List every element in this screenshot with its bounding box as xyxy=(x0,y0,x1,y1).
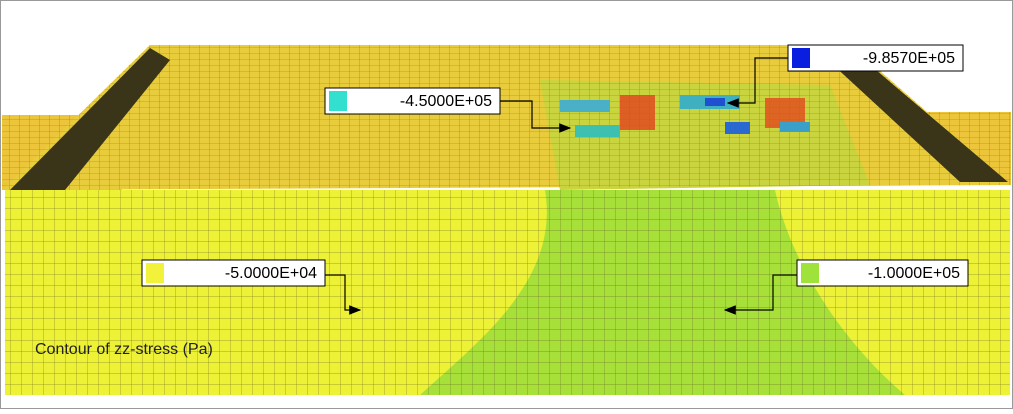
label-text: -5.0000E+04 xyxy=(225,265,317,282)
label-swatch xyxy=(146,263,164,283)
label-swatch xyxy=(792,48,810,68)
caption: Contour of zz-stress (Pa) xyxy=(35,341,213,358)
label-swatch xyxy=(329,91,347,111)
label-text: -4.5000E+05 xyxy=(400,93,492,110)
label-swatch xyxy=(801,263,819,283)
label-text: -9.8570E+05 xyxy=(863,50,955,67)
label-text: -1.0000E+05 xyxy=(868,265,960,282)
viewport: -9.8570E+05 -4.5000E+05 -5.0000E+04 -1.0000… xyxy=(0,0,1013,414)
